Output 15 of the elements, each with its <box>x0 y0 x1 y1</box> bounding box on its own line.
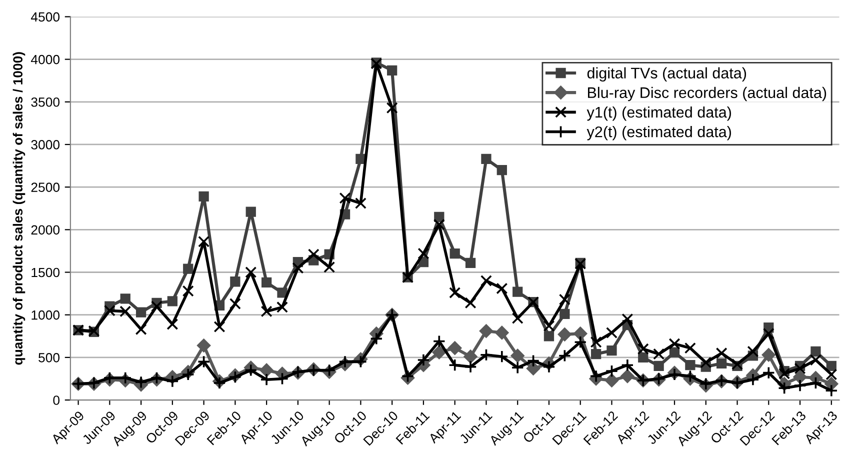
y-tick-label: 4500 <box>30 12 60 22</box>
y-tick-label: 3000 <box>31 140 60 150</box>
legend-label: y1(t) (estimated data) <box>586 106 731 121</box>
y-tick-label: 1500 <box>32 268 60 278</box>
y-tick-label: 0 <box>53 396 60 405</box>
y-tick-label: 4000 <box>30 54 60 64</box>
y-tick-label: 2500 <box>31 182 60 192</box>
legend-label: Blu-ray Disc recorders (actual data) <box>588 86 826 102</box>
y-axis-title: quantity of product sales (quantity of sales / 1000) <box>12 52 26 365</box>
y-tick-label: 2000 <box>31 225 60 235</box>
legend-label: y2(t) (estimated data) <box>586 126 731 140</box>
legend-label: digital TVs (actual data) <box>587 67 746 82</box>
y-tick-label: 3500 <box>31 97 60 107</box>
y-tick-label: 1000 <box>32 310 60 320</box>
y-tick-label: 500 <box>38 353 60 362</box>
